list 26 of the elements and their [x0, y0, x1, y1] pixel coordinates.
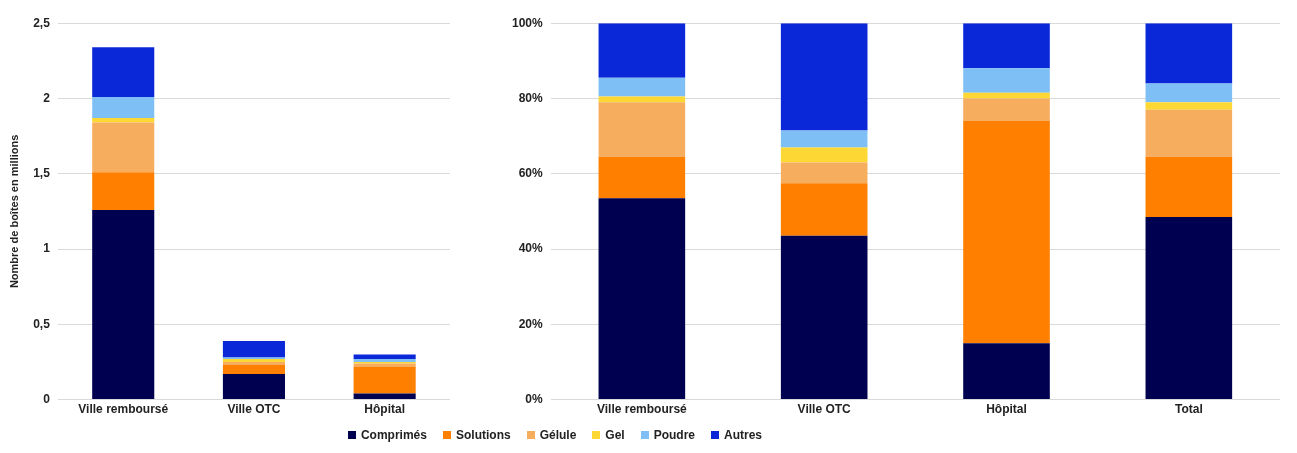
legend-label: Gel [605, 428, 625, 442]
y-tick-label: 40% [518, 241, 544, 256]
y-tick-label: 1 [43, 241, 51, 256]
y-tick-label: 1,5 [33, 166, 51, 181]
x-tick-label: Ville remboursé [78, 402, 169, 417]
x-tick-label: Hôpital [986, 402, 1027, 417]
y-tick-label: 2,5 [33, 15, 51, 30]
legend-label: Solutions [455, 428, 511, 442]
x-tick-label: Hôpital [364, 402, 405, 417]
legend-label: Gélule [539, 428, 577, 442]
y-tick-label: 0,5 [33, 316, 51, 331]
x-tick-label: Ville remboursé [596, 402, 688, 417]
y-tick-label: 80% [518, 90, 544, 105]
y-tick-label: 60% [518, 166, 544, 181]
x-tick-label: Total [1174, 402, 1203, 417]
x-tick-label: Ville OTC [227, 402, 281, 417]
legend-label: Poudre [653, 428, 696, 442]
y-axis-title: Nombre de boîtes en millions [7, 134, 20, 289]
y-tick-label: 20% [518, 316, 544, 331]
legend-label: Comprimés [360, 428, 427, 442]
legend-label: Autres [724, 428, 763, 442]
y-tick-label: 2 [43, 90, 51, 105]
y-tick-label: 0 [43, 391, 51, 406]
y-tick-label: 0% [525, 391, 544, 406]
y-tick-label: 100% [511, 15, 544, 30]
x-tick-label: Ville OTC [797, 402, 852, 417]
